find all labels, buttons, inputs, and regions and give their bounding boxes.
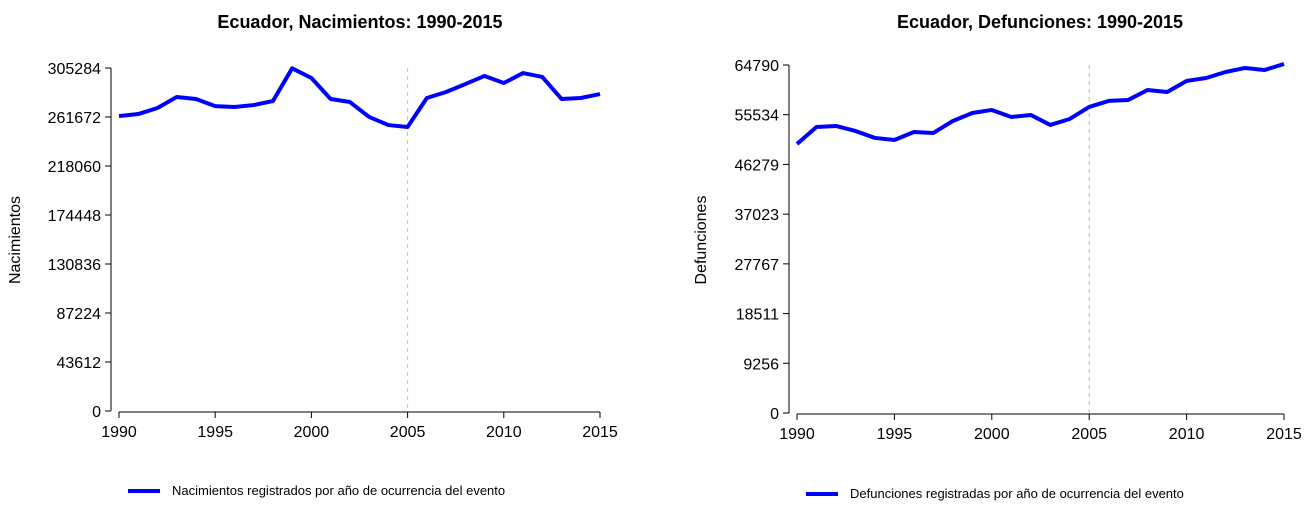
x-tick-label: 2015 — [1266, 426, 1302, 443]
y-tick-label: 305284 — [48, 61, 101, 78]
y-tick-label: 174448 — [48, 208, 101, 225]
legend-label: Nacimientos registrados por año de ocurr… — [172, 483, 505, 498]
chart-title: Ecuador, Defunciones: 1990-2015 — [897, 12, 1183, 32]
y-tick-label: 27767 — [735, 257, 780, 274]
data-line — [118, 66, 601, 129]
x-tick-label: 2000 — [974, 426, 1010, 443]
y-tick-label: 43612 — [57, 355, 102, 372]
x-tick-label: 2015 — [582, 424, 618, 441]
y-tick-label: 55534 — [735, 108, 780, 125]
y-tick-label: 261672 — [48, 110, 101, 127]
y-tick-label: 9256 — [743, 356, 779, 373]
x-tick-label: 2005 — [1071, 426, 1107, 443]
x-tick-label: 2010 — [1169, 426, 1205, 443]
y-axis-label: Defunciones — [693, 196, 710, 285]
x-tick-label: 1995 — [877, 426, 913, 443]
chart-title: Ecuador, Nacimientos: 1990-2015 — [217, 12, 502, 32]
y-tick-label: 0 — [770, 406, 779, 423]
x-tick-label: 2005 — [390, 424, 426, 441]
x-tick-label: 2000 — [294, 424, 330, 441]
data-line — [795, 62, 1285, 146]
y-tick-label: 0 — [92, 404, 101, 421]
x-tick-label: 1990 — [101, 424, 137, 441]
y-tick-label: 130836 — [48, 257, 101, 274]
y-axis-label: Nacimientos — [7, 196, 24, 284]
y-tick-label: 37023 — [735, 207, 780, 224]
y-tick-label: 46279 — [735, 157, 780, 174]
y-tick-label: 87224 — [57, 306, 102, 323]
y-tick-label: 218060 — [48, 159, 101, 176]
x-tick-label: 2010 — [486, 424, 522, 441]
y-tick-label: 64790 — [735, 58, 780, 75]
legend-label: Defunciones registradas por año de ocurr… — [850, 486, 1184, 501]
x-tick-label: 1995 — [197, 424, 233, 441]
x-tick-label: 1990 — [779, 426, 815, 443]
y-tick-label: 18511 — [736, 307, 779, 324]
